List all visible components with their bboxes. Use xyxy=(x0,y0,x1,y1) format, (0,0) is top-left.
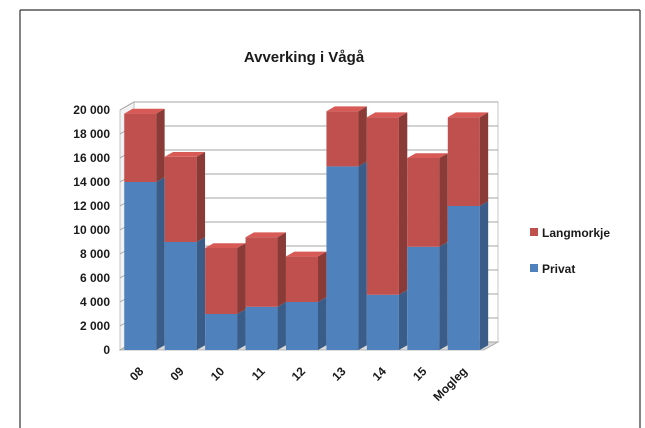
bar-langmorkje-10 xyxy=(205,248,238,314)
legend-label-privat: Privat xyxy=(542,262,575,276)
bar-privat-10 xyxy=(205,314,238,350)
y-tick-label: 14 000 xyxy=(73,175,110,189)
x-tick-label: 09 xyxy=(167,364,187,384)
y-tick-label: 20 000 xyxy=(73,103,110,117)
x-tick-label: 13 xyxy=(329,364,349,384)
bars xyxy=(124,106,489,350)
bar-privat-mogleg-side xyxy=(479,201,489,350)
bar-langmorkje-09-side xyxy=(196,152,206,242)
y-tick-label: 2 000 xyxy=(80,319,110,333)
bar-langmorkje-12-side xyxy=(318,251,327,302)
bar-top-15 xyxy=(407,153,448,158)
bar-privat-13-side xyxy=(358,161,367,350)
bar-top-10 xyxy=(205,243,246,248)
bar-privat-09-side xyxy=(196,237,206,350)
bar-privat-10-side xyxy=(237,309,246,350)
y-tick-label: 16 000 xyxy=(73,151,110,165)
bar-langmorkje-15 xyxy=(407,158,440,247)
bar-langmorkje-11-side xyxy=(277,232,286,307)
y-tick-label: 18 000 xyxy=(73,127,110,141)
legend-swatch-privat xyxy=(530,264,538,272)
bar-privat-15 xyxy=(407,246,440,350)
x-axis: 08 09 10 11 12 13 14 15 Mogleg xyxy=(127,364,470,404)
bar-privat-11 xyxy=(245,306,278,350)
x-tick-label: 12 xyxy=(289,364,309,384)
bar-privat-11-side xyxy=(277,302,286,350)
bar-langmorkje-09 xyxy=(164,156,197,242)
bar-privat-12 xyxy=(286,302,318,350)
bar-langmorkje-14 xyxy=(366,117,399,295)
bar-top-08 xyxy=(124,108,165,114)
y-tick-label: 0 xyxy=(103,343,110,357)
bar-langmorkje-08-side xyxy=(156,108,165,182)
bar-langmorkje-15-side xyxy=(439,153,448,247)
bar-privat-08 xyxy=(124,182,157,350)
x-tick-label: 15 xyxy=(410,364,430,384)
chart-title: Avverking i Vågå xyxy=(244,49,365,66)
bar-langmorkje-12 xyxy=(286,256,318,302)
bar-privat-15-side xyxy=(439,242,448,350)
bar-langmorkje-14-side xyxy=(398,112,408,295)
x-tick-label: Mogleg xyxy=(430,364,470,404)
bar-top-11 xyxy=(245,232,286,238)
bar-langmorkje-11 xyxy=(245,237,278,307)
bar-privat-08-side xyxy=(156,177,165,350)
bar-privat-12-side xyxy=(318,297,327,350)
x-tick-label: 10 xyxy=(208,364,228,384)
gridline xyxy=(119,101,498,111)
bar-top-13 xyxy=(326,106,367,112)
bar-privat-13 xyxy=(326,166,359,350)
bar-top-mogleg xyxy=(447,112,489,118)
y-tick-label: 10 000 xyxy=(73,223,110,237)
bar-top-12 xyxy=(286,251,327,257)
legend-label-langmorkje: Langmorkje xyxy=(542,226,610,240)
bar-privat-09 xyxy=(164,242,197,350)
bar-langmorkje-13-side xyxy=(358,106,367,167)
bar-langmorkje-10-side xyxy=(237,243,246,314)
y-tick-label: 12 000 xyxy=(73,199,110,213)
bar-privat-14 xyxy=(366,294,399,350)
x-tick-label: 08 xyxy=(127,364,147,384)
bar-privat-14-side xyxy=(398,290,408,350)
bar-top-09 xyxy=(164,152,206,157)
bar-top-14 xyxy=(366,112,408,118)
y-axis: 0 2 000 4 000 6 000 8 000 10 000 12 000 14 000 1… xyxy=(73,103,110,357)
legend: Langmorkje Privat xyxy=(530,226,610,276)
bar-langmorkje-08 xyxy=(124,113,157,182)
y-tick-label: 6 000 xyxy=(80,271,110,285)
x-tick-label: 14 xyxy=(370,364,390,384)
y-tick-label: 4 000 xyxy=(80,295,110,309)
x-tick-label: 11 xyxy=(249,364,268,383)
bar-langmorkje-mogleg xyxy=(447,117,480,206)
y-tick-label: 8 000 xyxy=(80,247,110,261)
bar-privat-mogleg xyxy=(447,206,480,350)
bar-langmorkje-mogleg-side xyxy=(479,112,489,206)
bar-langmorkje-13 xyxy=(326,111,359,167)
legend-swatch-langmorkje xyxy=(530,228,538,236)
